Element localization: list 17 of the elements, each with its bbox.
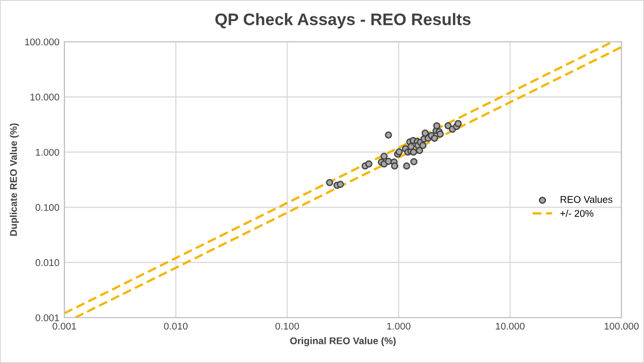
y-tick-label: 10.000 xyxy=(30,94,60,101)
legend-label: REO Values xyxy=(560,196,612,203)
x-tick-label: 100.000 xyxy=(604,322,639,330)
x-tick-label: 1.000 xyxy=(387,322,410,330)
y-tick-label: 100.000 xyxy=(25,38,60,46)
legend-label: +/- 20% xyxy=(560,210,594,217)
y-tick-label: 0.010 xyxy=(36,259,60,266)
y-tick-label: 0.100 xyxy=(36,204,60,211)
chart-title: QP Check Assays - REO Results xyxy=(215,13,471,29)
x-tick-label: 0.100 xyxy=(275,322,300,330)
y-axis-title: Duplicate REO Value (%) xyxy=(10,123,19,236)
x-tick-label: 0.001 xyxy=(52,322,76,330)
x-axis-title: Original REO Value (%) xyxy=(290,337,396,346)
y-tick-label: 1.000 xyxy=(36,148,60,156)
y-tick-label: 0.001 xyxy=(36,314,60,322)
x-tick-label: 0.010 xyxy=(164,322,188,330)
x-tick-label: 10.000 xyxy=(496,322,525,330)
